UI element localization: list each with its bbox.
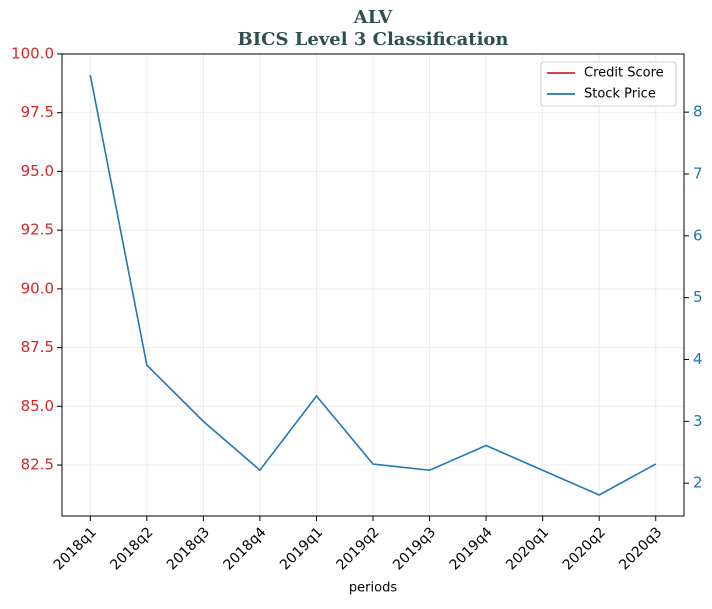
- y2-tick-label: 7: [693, 164, 703, 182]
- y2-tick-label: 4: [693, 350, 703, 368]
- y2-tick-label: 8: [693, 103, 703, 121]
- x-axis-label: periods: [349, 581, 397, 596]
- x-tick-label: 2019q3: [390, 524, 439, 573]
- legend-label: Credit Score: [584, 66, 664, 81]
- legend-label: Stock Price: [584, 87, 656, 102]
- series-line: [89, 74, 657, 496]
- y-tick-label: 95.0: [21, 162, 54, 180]
- y2-tick-label: 6: [693, 226, 703, 244]
- x-tick-label: 2018q2: [107, 524, 156, 573]
- y2-tick-label: 2: [693, 474, 703, 492]
- x-tick-label: 2018q3: [164, 524, 213, 573]
- x-tick-label: 2020q3: [616, 524, 665, 573]
- plot-frame: [61, 53, 685, 517]
- y-tick-label: 87.5: [21, 338, 54, 356]
- y-tick-label: 90.0: [21, 279, 54, 297]
- y2-tick-label: 5: [693, 288, 703, 306]
- x-tick-label: 2019q1: [277, 524, 326, 573]
- x-tick-label: 2020q1: [503, 524, 552, 573]
- x-tick-label: 2019q2: [334, 524, 383, 573]
- chart-title: ALV: [353, 7, 393, 28]
- y-tick-label: 92.5: [21, 221, 54, 239]
- chart-subtitle: BICS Level 3 Classification: [237, 29, 508, 50]
- y2-tick-label: 3: [693, 412, 703, 430]
- y-tick-label: 97.5: [21, 103, 54, 121]
- x-tick-label: 2019q4: [447, 524, 496, 573]
- x-tick-label: 2018q4: [220, 524, 269, 573]
- y-tick-label: 100.0: [11, 45, 54, 63]
- x-tick-label: 2020q2: [560, 524, 609, 573]
- x-tick-label: 2018q1: [51, 524, 100, 573]
- y-tick-label: 85.0: [21, 397, 54, 415]
- y-tick-label: 82.5: [21, 456, 54, 474]
